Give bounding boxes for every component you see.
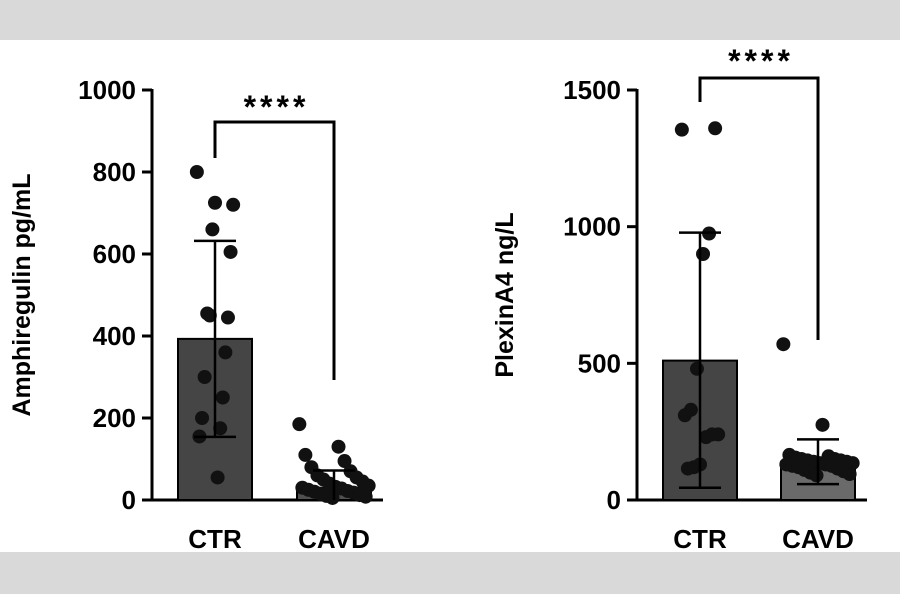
data-point-cavd: [337, 454, 352, 469]
figure: Amphiregulin pg/mL 0 200 400 600 800 1000 CTR CA…: [0, 40, 900, 552]
significance-label: ****: [728, 43, 794, 79]
data-point-ctr: [680, 461, 695, 476]
y-axis-title: PlexinA4 ng/L: [491, 212, 519, 377]
y-tick-label: 600: [93, 239, 136, 269]
data-point-ctr: [677, 408, 692, 423]
data-point-ctr: [689, 361, 704, 376]
data-point-cavd: [809, 468, 824, 483]
data-point-ctr: [696, 247, 711, 261]
data-point-ctr: [208, 195, 222, 210]
data-point-cavd: [776, 337, 791, 352]
y-tick-label: 1500: [563, 75, 621, 105]
category-label-cavd: CAVD: [298, 524, 370, 552]
panel-amphiregulin: Amphiregulin pg/mL 0 200 400 600 800 1000 CTR CA…: [8, 75, 383, 552]
panel-plexina4: PlexinA4 ng/L 0 500 1000 1500 CTR CAVD ****: [491, 43, 867, 552]
chart-canvas: Amphiregulin pg/mL 0 200 400 600 800 1000 CTR CA…: [8, 43, 867, 552]
data-point-ctr: [699, 430, 714, 445]
y-tick-label: 0: [122, 485, 136, 515]
data-point-cavd: [331, 439, 346, 454]
data-point-ctr: [205, 222, 220, 237]
y-tick-label: 200: [93, 403, 136, 433]
data-point-ctr: [220, 310, 235, 325]
data-point-ctr: [210, 470, 225, 485]
significance-bracket: [698, 76, 820, 340]
y-tick-label: 500: [578, 348, 621, 378]
data-point-ctr: [708, 121, 723, 136]
data-point-ctr: [223, 244, 238, 259]
data-point-ctr: [195, 411, 210, 425]
data-point-cavd: [298, 447, 313, 462]
y-tick-label: 400: [93, 321, 136, 351]
data-point-cavd: [815, 417, 830, 432]
data-point-cavd: [842, 467, 857, 482]
data-point-ctr: [218, 345, 233, 360]
y-axis-title: Amphiregulin pg/mL: [8, 173, 36, 416]
data-point-cavd: [845, 456, 860, 471]
data-point-cavd: [358, 489, 373, 504]
y-tick-label: 1000: [78, 75, 136, 105]
significance-label: ****: [244, 89, 310, 125]
data-point-ctr: [189, 165, 204, 179]
data-point-ctr: [226, 197, 241, 212]
category-label-cavd: CAVD: [782, 524, 854, 552]
data-point-ctr: [674, 122, 689, 137]
data-point-ctr: [213, 421, 228, 436]
data-point-ctr: [197, 370, 212, 384]
category-label-ctr: CTR: [188, 524, 242, 552]
data-point-cavd: [361, 478, 376, 493]
data-point-ctr: [200, 306, 215, 321]
y-tick-label: 1000: [563, 212, 621, 242]
y-tick-label: 0: [607, 485, 621, 515]
y-tick-label: 800: [93, 157, 136, 187]
significance-bracket: [213, 120, 336, 380]
category-label-ctr: CTR: [673, 524, 727, 552]
data-point-ctr: [215, 390, 230, 405]
data-point-cavd: [292, 417, 307, 432]
data-point-cavd: [325, 490, 340, 505]
